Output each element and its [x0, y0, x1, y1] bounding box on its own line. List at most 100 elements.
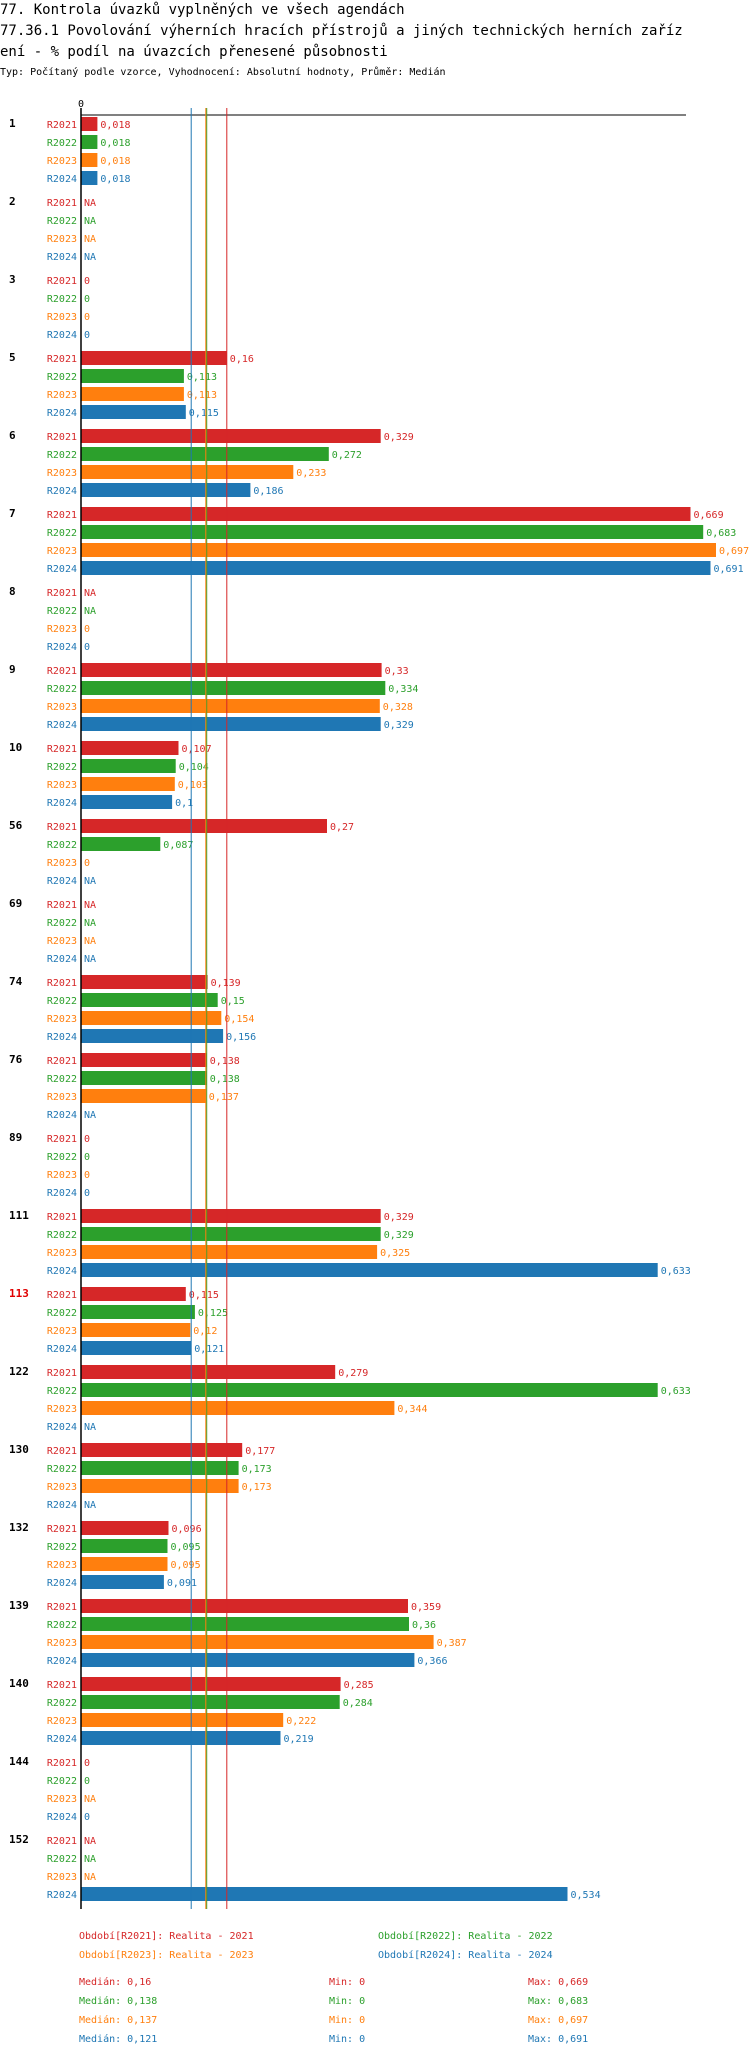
data-label: NA [84, 1872, 96, 1883]
bar [81, 1695, 340, 1709]
data-label: 0,115 [189, 408, 219, 419]
series-label: R2024 [47, 1656, 77, 1667]
bar [81, 483, 251, 497]
data-label: 0,091 [167, 1578, 197, 1589]
data-label: 0,154 [224, 1014, 254, 1025]
data-label: 0,018 [100, 138, 130, 149]
data-label: 0,15 [221, 996, 245, 1007]
data-label: 0,113 [187, 390, 217, 401]
data-label: 0,344 [397, 1404, 427, 1415]
bar [81, 759, 176, 773]
bar [81, 663, 382, 677]
legend-item: Období[R2024]: Realita - 2024 [378, 1950, 553, 1961]
series-label: R2023 [47, 1248, 77, 1259]
data-label: 0,1 [175, 798, 193, 809]
stat-max: Max: 0,691 [528, 2034, 589, 2045]
series-label: R2023 [47, 702, 77, 713]
group-label: 3 [9, 273, 16, 286]
bar [81, 1263, 658, 1277]
series-label: R2022 [47, 918, 77, 929]
series-label: R2022 [47, 372, 77, 383]
series-label: R2021 [47, 1446, 77, 1457]
series-label: R2023 [47, 1638, 77, 1649]
legend-item: Období[R2022]: Realita - 2022 [378, 1931, 553, 1942]
data-label: 0 [84, 858, 90, 869]
data-label: 0,113 [187, 372, 217, 383]
bar [81, 1029, 224, 1043]
data-label: 0,329 [384, 1212, 414, 1223]
group-label: 76 [9, 1053, 23, 1066]
data-label: NA [84, 588, 96, 599]
bar [81, 975, 208, 989]
data-label: 0,633 [661, 1266, 691, 1277]
bar [81, 699, 380, 713]
group-label: 5 [9, 351, 16, 364]
series-label: R2024 [47, 486, 77, 497]
data-label: 0 [84, 1758, 90, 1769]
series-label: R2022 [47, 138, 77, 149]
stat-median: Medián: 0,137 [79, 2015, 158, 2026]
group-label: 2 [9, 195, 16, 208]
series-label: R2021 [47, 1758, 77, 1769]
data-label: NA [84, 198, 96, 209]
bar [81, 1539, 168, 1553]
stat-max: Max: 0,669 [528, 1977, 589, 1988]
data-label: 0 [84, 1188, 90, 1199]
series-label: R2023 [47, 312, 77, 323]
data-label: 0 [84, 330, 90, 341]
data-label: 0,534 [571, 1890, 601, 1901]
bar [81, 1461, 239, 1475]
series-label: R2022 [47, 606, 77, 617]
data-label: 0,669 [694, 510, 724, 521]
series-label: R2024 [47, 954, 77, 965]
data-label: 0,272 [332, 450, 362, 461]
data-label: NA [84, 1854, 96, 1865]
data-label: NA [84, 1110, 96, 1121]
bar [81, 1617, 409, 1631]
group-label: 89 [9, 1131, 22, 1144]
data-label: 0,219 [284, 1734, 314, 1745]
series-label: R2021 [47, 978, 77, 989]
series-label: R2021 [47, 432, 77, 443]
series-label: R2023 [47, 390, 77, 401]
chart-title-line-3: ení - % podíl na úvazcích přenesené půso… [0, 44, 388, 60]
series-label: R2021 [47, 1602, 77, 1613]
data-label: 0,173 [242, 1464, 272, 1475]
data-label: 0,325 [380, 1248, 410, 1259]
series-label: R2022 [47, 1386, 77, 1397]
data-label: 0,139 [211, 978, 241, 989]
group-label: 6 [9, 429, 16, 442]
chart-title-line-1: 77. Kontrola úvazků vyplněných ve všech … [0, 2, 405, 18]
bar [81, 1011, 222, 1025]
data-label: 0,329 [384, 1230, 414, 1241]
stat-min: Min: 0 [329, 1977, 366, 1988]
bar [81, 795, 173, 809]
data-label: 0,173 [242, 1482, 272, 1493]
series-label: R2021 [47, 1836, 77, 1847]
bar [81, 369, 184, 383]
data-label: 0,334 [388, 684, 418, 695]
stat-min: Min: 0 [329, 2015, 366, 2026]
group-label: 9 [9, 663, 16, 676]
group-label: 74 [9, 975, 23, 988]
group-label: 139 [9, 1599, 29, 1612]
series-label: R2024 [47, 1734, 77, 1745]
series-label: R2023 [47, 1872, 77, 1883]
stat-median: Medián: 0,138 [79, 1996, 158, 2007]
bar [81, 1677, 341, 1691]
series-label: R2024 [47, 1422, 77, 1433]
bar [81, 1557, 168, 1571]
data-label: 0,096 [172, 1524, 202, 1535]
series-label: R2024 [47, 1032, 77, 1043]
data-label: 0,366 [417, 1656, 447, 1667]
data-label: 0,691 [714, 564, 744, 575]
data-label: 0,115 [189, 1290, 219, 1301]
data-label: 0,633 [661, 1386, 691, 1397]
data-label: 0,095 [171, 1560, 201, 1571]
bar [81, 507, 691, 521]
bar [81, 1731, 281, 1745]
data-label: 0,285 [344, 1680, 374, 1691]
data-label: 0,697 [719, 546, 749, 557]
data-label: 0,359 [411, 1602, 441, 1613]
data-label: 0,121 [194, 1344, 224, 1355]
